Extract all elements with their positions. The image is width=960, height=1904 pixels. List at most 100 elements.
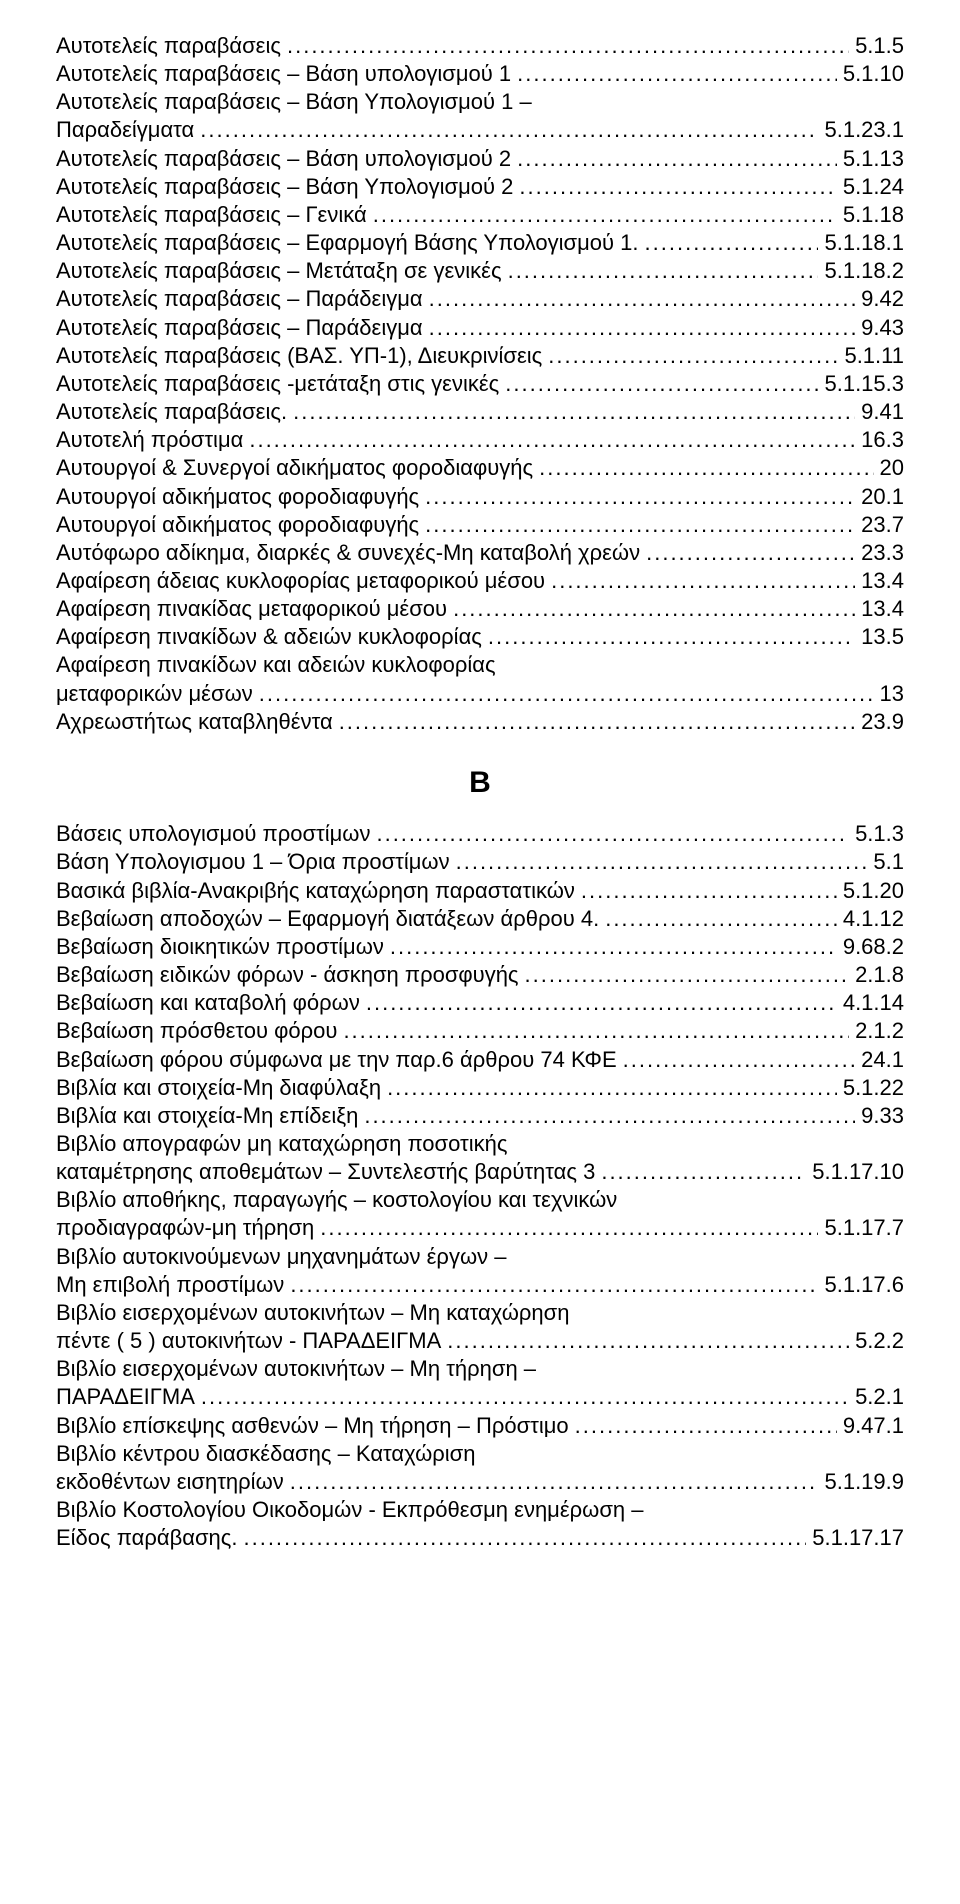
toc-entry: Βασικά βιβλία-Ανακριβής καταχώρηση παρασ… xyxy=(56,877,904,905)
toc-entry-ref: 9.41 xyxy=(861,398,904,426)
toc-entry: Βιβλίο εισερχομένων αυτοκινήτων – Μη κατ… xyxy=(56,1299,904,1327)
toc-entry: Βεβαίωση αποδοχών – Εφαρμογή διατάξεων ά… xyxy=(56,905,904,933)
toc-entry: Βιβλίο αυτοκινούμενων μηχανημάτων έργων … xyxy=(56,1243,904,1271)
toc-leader-dots xyxy=(201,1383,849,1411)
toc-entry-label: Βιβλίο εισερχομένων αυτοκινήτων – Μη τήρ… xyxy=(56,1356,536,1381)
toc-entry: καταμέτρησης αποθεμάτων – Συντελεστής βα… xyxy=(56,1158,904,1186)
toc-entry: Αυτοτελείς παραβάσεις – Παράδειγμα 9.42 xyxy=(56,285,904,313)
toc-entry-ref: 9.33 xyxy=(861,1102,904,1130)
toc-entry-ref: 5.1 xyxy=(873,848,904,876)
toc-entry-label: πέντε ( 5 ) αυτοκινήτων - ΠΑΡΑΔΕΙΓΜΑ xyxy=(56,1327,441,1355)
toc-entry-ref: 24.1 xyxy=(861,1046,904,1074)
toc-entry-ref: 5.1.11 xyxy=(844,342,904,370)
toc-entry-ref: 13.4 xyxy=(861,567,904,595)
toc-entry-ref: 5.1.17.6 xyxy=(824,1271,904,1299)
toc-entry-label: Βιβλίο επίσκεψης ασθενών – Μη τήρηση – Π… xyxy=(56,1412,569,1440)
toc-leader-dots xyxy=(517,145,837,173)
toc-entry-label: Βάση Υπολογισμου 1 – Όρια προστίμων xyxy=(56,848,450,876)
toc-entry-ref: 23.3 xyxy=(861,539,904,567)
toc-leader-dots xyxy=(366,989,837,1017)
toc-entry-ref: 5.2.1 xyxy=(855,1383,904,1411)
toc-entry-label: Βεβαίωση και καταβολή φόρων xyxy=(56,989,360,1017)
toc-entry-label: Βεβαίωση φόρου σύμφωνα με την παρ.6 άρθρ… xyxy=(56,1046,617,1074)
toc-leader-dots xyxy=(320,1214,818,1242)
toc-entry-label: μεταφορικών μέσων xyxy=(56,680,253,708)
toc-leader-dots xyxy=(290,1468,819,1496)
toc-entry-label: ΠΑΡΑΔΕΙΓΜΑ xyxy=(56,1383,195,1411)
toc-entry-label: Αυτοτελείς παραβάσεις – Βάση Υπολογισμού… xyxy=(56,173,513,201)
toc-entry: Βιβλίο Κοστολογίου Οικοδομών - Εκπρόθεσμ… xyxy=(56,1496,904,1524)
toc-entry: Αυτόφωρο αδίκημα, διαρκές & συνεχές-Μη κ… xyxy=(56,539,904,567)
toc-entry-label: Βασικά βιβλία-Ανακριβής καταχώρηση παρασ… xyxy=(56,877,575,905)
toc-leader-dots xyxy=(601,1158,806,1186)
toc-leader-dots xyxy=(429,314,856,342)
toc-entry: Βεβαίωση φόρου σύμφωνα με την παρ.6 άρθρ… xyxy=(56,1046,904,1074)
toc-entry-ref: 23.7 xyxy=(861,511,904,539)
toc-entry-label: εκδοθέντων εισητηρίων xyxy=(56,1468,284,1496)
toc-leader-dots xyxy=(646,539,855,567)
toc-leader-dots xyxy=(519,173,836,201)
toc-entry-label: Βεβαίωση ειδικών φόρων - άσκηση προσφυγή… xyxy=(56,961,519,989)
toc-entry-label: Βιβλίο κέντρου διασκέδασης – Καταχώριση xyxy=(56,1441,476,1466)
toc-entry: Βιβλίο εισερχομένων αυτοκινήτων – Μη τήρ… xyxy=(56,1355,904,1383)
toc-entry-label: Αυτοτελείς παραβάσεις – Παράδειγμα xyxy=(56,285,423,313)
toc-entry-label: Αυτοτελείς παραβάσεις – Παράδειγμα xyxy=(56,314,423,342)
toc-entry: Αφαίρεση πινακίδας μεταφορικού μέσου 13.… xyxy=(56,595,904,623)
toc-leader-dots xyxy=(376,820,849,848)
toc-entry-label: Αυτοτελείς παραβάσεις (ΒΑΣ. ΥΠ-1), Διευκ… xyxy=(56,342,542,370)
toc-entry: Βάση Υπολογισμου 1 – Όρια προστίμων 5.1 xyxy=(56,848,904,876)
toc-entry: Βιβλία και στοιχεία-Μη επίδειξη 9.33 xyxy=(56,1102,904,1130)
toc-entry-ref: 5.1.17.7 xyxy=(824,1214,904,1242)
toc-entry: Βεβαίωση διοικητικών προστίμων 9.68.2 xyxy=(56,933,904,961)
page-container: Αυτοτελείς παραβάσεις 5.1.5 Αυτοτελείς πα… xyxy=(0,0,960,1608)
toc-entry: Είδος παράβασης. 5.1.17.17 xyxy=(56,1524,904,1552)
toc-leader-dots xyxy=(605,905,837,933)
toc-entry-ref: 2.1.2 xyxy=(855,1017,904,1045)
toc-entry: Αυτοτελείς παραβάσεις – Βάση Υπολογισμού… xyxy=(56,173,904,201)
toc-entry-ref: 5.1.3 xyxy=(855,820,904,848)
toc-entry: Βιβλίο επίσκεψης ασθενών – Μη τήρηση – Π… xyxy=(56,1412,904,1440)
toc-entry: Αυτοτελείς παραβάσεις – Βάση υπολογισμού… xyxy=(56,145,904,173)
toc-entry-label: Αυτοτελείς παραβάσεις – Βάση υπολογισμού… xyxy=(56,60,511,88)
toc-entry: Μη επιβολή προστίμων 5.1.17.6 xyxy=(56,1271,904,1299)
toc-leader-dots xyxy=(373,201,837,229)
toc-entry-label: Είδος παράβασης. xyxy=(56,1524,237,1552)
toc-entry-ref: 5.1.19.9 xyxy=(824,1468,904,1496)
toc-entry: Παραδείγματα 5.1.23.1 xyxy=(56,116,904,144)
toc-entry-ref: 5.1.5 xyxy=(855,32,904,60)
toc-leader-dots xyxy=(287,32,849,60)
toc-leader-dots xyxy=(551,567,855,595)
toc-entry-ref: 9.42 xyxy=(861,285,904,313)
toc-entry-label: προδιαγραφών-μη τήρηση xyxy=(56,1214,314,1242)
toc-entry-ref: 2.1.8 xyxy=(855,961,904,989)
toc-entry-label: Αυτοτελείς παραβάσεις -μετάταξη στις γεν… xyxy=(56,370,499,398)
toc-entry-ref: 4.1.12 xyxy=(843,905,904,933)
toc-leader-dots xyxy=(505,370,818,398)
toc-entry-label: Βεβαίωση διοικητικών προστίμων xyxy=(56,933,384,961)
toc-entry-label: Βεβαίωση αποδοχών – Εφαρμογή διατάξεων ά… xyxy=(56,905,599,933)
toc-entry-label: Αφαίρεση άδειας κυκλοφορίας μεταφορικού … xyxy=(56,567,545,595)
toc-entry-label: Αχρεωστήτως καταβληθέντα xyxy=(56,708,333,736)
toc-leader-dots xyxy=(343,1017,849,1045)
toc-entry: Βιβλία και στοιχεία-Μη διαφύλαξη 5.1.22 xyxy=(56,1074,904,1102)
toc-entry-ref: 13.5 xyxy=(861,623,904,651)
toc-entry: Αυτοτελείς παραβάσεις -μετάταξη στις γεν… xyxy=(56,370,904,398)
toc-entry-ref: 5.1.17.17 xyxy=(812,1524,904,1552)
toc-entry: Αυτουργοί αδικήματος φοροδιαφυγής 23.7 xyxy=(56,511,904,539)
toc-entry: Βιβλίο απογραφών μη καταχώρηση ποσοτικής xyxy=(56,1130,904,1158)
toc-entry-ref: 5.1.10 xyxy=(843,60,904,88)
toc-entry-ref: 16.3 xyxy=(861,426,904,454)
toc-entry-ref: 20 xyxy=(880,454,904,482)
toc-leader-dots xyxy=(539,454,873,482)
toc-leader-dots xyxy=(200,116,818,144)
toc-entry: Αυτοτελείς παραβάσεις – Γενικά 5.1.18 xyxy=(56,201,904,229)
toc-leader-dots xyxy=(517,60,837,88)
toc-leader-dots xyxy=(339,708,855,736)
toc-entry-label: Βιβλίο Κοστολογίου Οικοδομών - Εκπρόθεσμ… xyxy=(56,1497,644,1522)
toc-entry: Αυτοτελείς παραβάσεις – Βάση Υπολογισμού… xyxy=(56,88,904,116)
toc-entry-label: Αυτουργοί αδικήματος φοροδιαφυγής xyxy=(56,483,419,511)
toc-entry-label: Αυτοτελείς παραβάσεις xyxy=(56,32,281,60)
toc-entry: Αυτοτελείς παραβάσεις – Εφαρμογή Βάσης Υ… xyxy=(56,229,904,257)
toc-entry: Αφαίρεση πινακίδων και αδειών κυκλοφορία… xyxy=(56,651,904,679)
toc-entry: Βιβλίο αποθήκης, παραγωγής – κοστολογίου… xyxy=(56,1186,904,1214)
